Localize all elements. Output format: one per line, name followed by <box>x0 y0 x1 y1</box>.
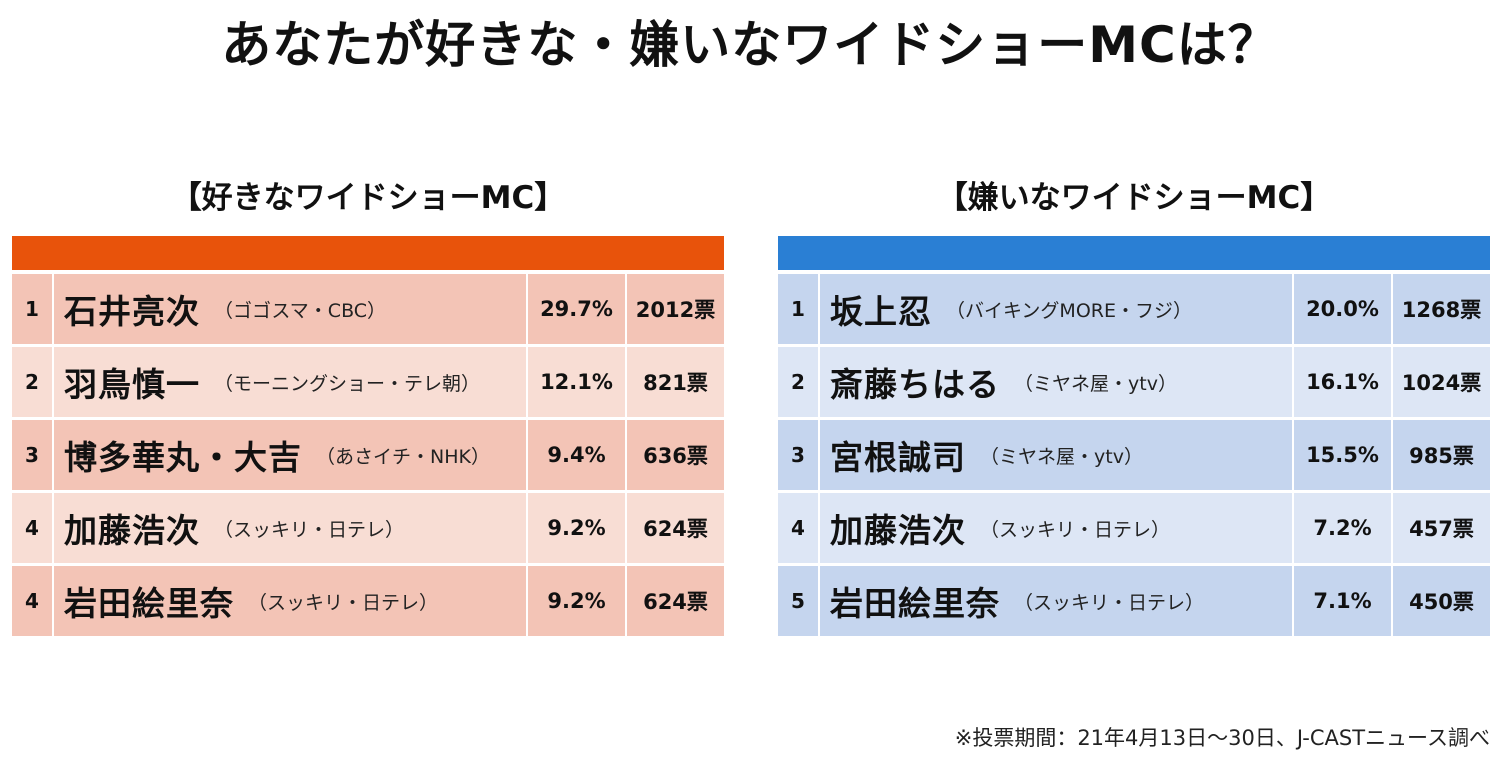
rank-cell: 2 <box>778 347 818 417</box>
show-name: （バイキングMORE・フジ） <box>946 299 1192 322</box>
votes-cell: 450票 <box>1393 566 1490 636</box>
mc-name: 石井亮次 <box>64 292 200 331</box>
rank-cell: 3 <box>778 420 818 490</box>
mc-name: 加藤浩次 <box>830 511 966 550</box>
rank-cell: 4 <box>778 493 818 563</box>
votes-cell: 636票 <box>627 420 724 490</box>
percent-cell: 9.2% <box>528 566 625 636</box>
table-row: 3 宮根誠司 （ミヤネ屋・ytv） 15.5% 985票 <box>778 420 1490 490</box>
rank-cell: 1 <box>778 274 818 344</box>
percent-cell: 29.7% <box>528 274 625 344</box>
votes-cell: 2012票 <box>627 274 724 344</box>
show-name: （スッキリ・日テレ） <box>214 518 405 541</box>
table-row: 1 石井亮次 （ゴゴスマ・CBC） 29.7% 2012票 <box>12 274 724 344</box>
name-cell: 岩田絵里奈 （スッキリ・日テレ） <box>54 566 526 636</box>
percent-cell: 7.2% <box>1294 493 1391 563</box>
show-name: （ゴゴスマ・CBC） <box>214 299 387 322</box>
votes-cell: 821票 <box>627 347 724 417</box>
rank-cell: 4 <box>12 566 52 636</box>
table-row: 2 斎藤ちはる （ミヤネ屋・ytv） 16.1% 1024票 <box>778 347 1490 417</box>
name-cell: 博多華丸・大吉 （あさイチ・NHK） <box>54 420 526 490</box>
votes-cell: 624票 <box>627 493 724 563</box>
votes-cell: 1024票 <box>1393 347 1490 417</box>
percent-cell: 16.1% <box>1294 347 1391 417</box>
liked-table: 1 石井亮次 （ゴゴスマ・CBC） 29.7% 2012票 2 羽鳥慎一 （モー… <box>12 274 724 636</box>
table-row: 4 加藤浩次 （スッキリ・日テレ） 7.2% 457票 <box>778 493 1490 563</box>
table-row: 1 坂上忍 （バイキングMORE・フジ） 20.0% 1268票 <box>778 274 1490 344</box>
liked-mc-panel: 【好きなワイドショーMC】 1 石井亮次 （ゴゴスマ・CBC） 29.7% 20… <box>12 172 724 639</box>
name-cell: 加藤浩次 （スッキリ・日テレ） <box>54 493 526 563</box>
rank-cell: 2 <box>12 347 52 417</box>
table-row: 5 岩田絵里奈 （スッキリ・日テレ） 7.1% 450票 <box>778 566 1490 636</box>
mc-name: 岩田絵里奈 <box>64 584 234 623</box>
votes-cell: 1268票 <box>1393 274 1490 344</box>
percent-cell: 20.0% <box>1294 274 1391 344</box>
show-name: （スッキリ・日テレ） <box>248 591 439 614</box>
percent-cell: 7.1% <box>1294 566 1391 636</box>
rank-cell: 1 <box>12 274 52 344</box>
page-title: あなたが好きな・嫌いなワイドショーMCは？ <box>221 16 1279 74</box>
name-cell: 羽鳥慎一 （モーニングショー・テレ朝） <box>54 347 526 417</box>
show-name: （モーニングショー・テレ朝） <box>214 372 481 395</box>
footnote: ※投票期間：21年4月13日〜30日、J-CASTニュース調べ <box>954 726 1490 750</box>
votes-cell: 985票 <box>1393 420 1490 490</box>
show-name: （ミヤネ屋・ytv） <box>980 445 1143 468</box>
name-cell: 斎藤ちはる （ミヤネ屋・ytv） <box>820 347 1292 417</box>
table-row: 4 加藤浩次 （スッキリ・日テレ） 9.2% 624票 <box>12 493 724 563</box>
name-cell: 石井亮次 （ゴゴスマ・CBC） <box>54 274 526 344</box>
percent-cell: 15.5% <box>1294 420 1391 490</box>
name-cell: 宮根誠司 （ミヤネ屋・ytv） <box>820 420 1292 490</box>
table-row: 4 岩田絵里奈 （スッキリ・日テレ） 9.2% 624票 <box>12 566 724 636</box>
table-row: 3 博多華丸・大吉 （あさイチ・NHK） 9.4% 636票 <box>12 420 724 490</box>
disliked-header-bar <box>778 236 1490 270</box>
show-name: （ミヤネ屋・ytv） <box>1014 372 1177 395</box>
name-cell: 加藤浩次 （スッキリ・日テレ） <box>820 493 1292 563</box>
rank-cell: 4 <box>12 493 52 563</box>
mc-name: 加藤浩次 <box>64 511 200 550</box>
disliked-panel-title: 【嫌いなワイドショーMC】 <box>936 180 1332 216</box>
liked-panel-title: 【好きなワイドショーMC】 <box>170 180 566 216</box>
show-name: （あさイチ・NHK） <box>316 445 490 468</box>
votes-cell: 457票 <box>1393 493 1490 563</box>
percent-cell: 9.4% <box>528 420 625 490</box>
percent-cell: 12.1% <box>528 347 625 417</box>
show-name: （スッキリ・日テレ） <box>980 518 1171 541</box>
percent-cell: 9.2% <box>528 493 625 563</box>
table-row: 2 羽鳥慎一 （モーニングショー・テレ朝） 12.1% 821票 <box>12 347 724 417</box>
mc-name: 岩田絵里奈 <box>830 584 1000 623</box>
mc-name: 羽鳥慎一 <box>64 365 200 404</box>
votes-cell: 624票 <box>627 566 724 636</box>
mc-name: 博多華丸・大吉 <box>64 438 302 477</box>
mc-name: 宮根誠司 <box>830 438 966 477</box>
disliked-mc-panel: 【嫌いなワイドショーMC】 1 坂上忍 （バイキングMORE・フジ） 20.0%… <box>778 172 1490 639</box>
disliked-table: 1 坂上忍 （バイキングMORE・フジ） 20.0% 1268票 2 斎藤ちはる… <box>778 274 1490 636</box>
mc-name: 斎藤ちはる <box>830 365 1000 404</box>
mc-name: 坂上忍 <box>830 292 932 331</box>
liked-header-bar <box>12 236 724 270</box>
rank-cell: 3 <box>12 420 52 490</box>
rank-cell: 5 <box>778 566 818 636</box>
name-cell: 岩田絵里奈 （スッキリ・日テレ） <box>820 566 1292 636</box>
show-name: （スッキリ・日テレ） <box>1014 591 1205 614</box>
name-cell: 坂上忍 （バイキングMORE・フジ） <box>820 274 1292 344</box>
